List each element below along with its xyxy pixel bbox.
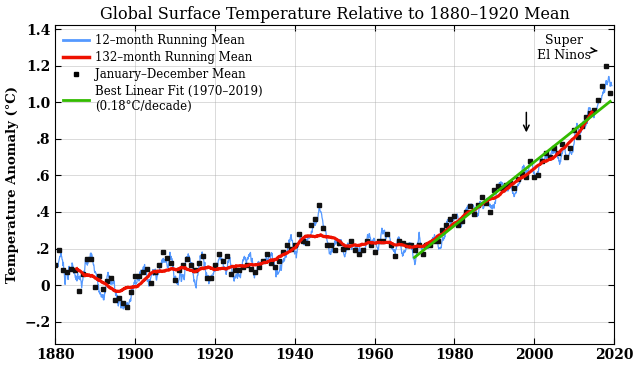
Title: Global Surface Temperature Relative to 1880–1920 Mean: Global Surface Temperature Relative to 1… <box>100 6 569 22</box>
Y-axis label: Temperature Anomaly (°C): Temperature Anomaly (°C) <box>6 86 19 283</box>
Legend: 12–month Running Mean, 132–month Running Mean, January–December Mean, Best Linea: 12–month Running Mean, 132–month Running… <box>61 31 265 116</box>
Text: Super
El Ninos: Super El Ninos <box>537 34 597 62</box>
